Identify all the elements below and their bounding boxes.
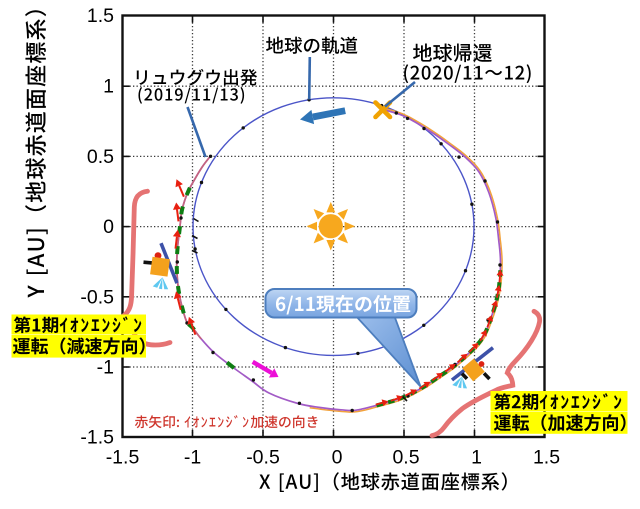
svg-text:1: 1 bbox=[103, 76, 114, 98]
svg-text:-0.5: -0.5 bbox=[246, 447, 280, 469]
svg-text:0.5: 0.5 bbox=[87, 146, 114, 168]
svg-text:1.5: 1.5 bbox=[533, 447, 560, 469]
svg-text:1.5: 1.5 bbox=[87, 5, 114, 27]
svg-text:-1: -1 bbox=[97, 357, 114, 379]
svg-text:1: 1 bbox=[471, 447, 482, 469]
svg-text:0.5: 0.5 bbox=[392, 447, 419, 469]
svg-text:-1: -1 bbox=[184, 447, 201, 469]
svg-text:0: 0 bbox=[103, 216, 114, 238]
svg-text:-1.5: -1.5 bbox=[80, 427, 114, 449]
svg-text:-1.5: -1.5 bbox=[106, 447, 140, 469]
svg-text:-0.5: -0.5 bbox=[80, 286, 114, 308]
svg-text:0: 0 bbox=[332, 447, 343, 469]
